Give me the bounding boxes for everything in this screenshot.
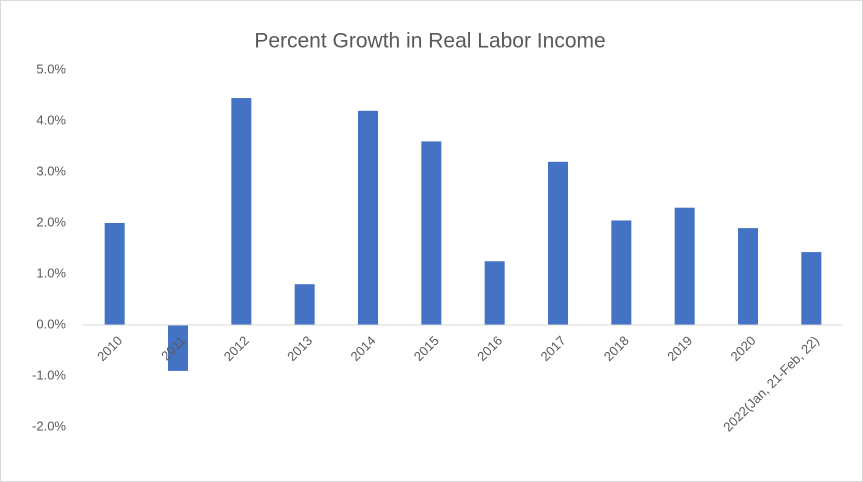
bar bbox=[421, 141, 442, 325]
y-tick-label: 2.0% bbox=[36, 214, 66, 229]
bar bbox=[548, 161, 568, 325]
y-tick-label: 0.0% bbox=[36, 316, 66, 331]
bar bbox=[611, 220, 632, 325]
bar bbox=[358, 110, 378, 325]
bar bbox=[738, 228, 758, 325]
y-tick-label: 5.0% bbox=[36, 61, 66, 76]
bar bbox=[674, 207, 695, 325]
bar bbox=[104, 223, 125, 325]
bar bbox=[801, 252, 822, 325]
bar bbox=[484, 261, 505, 325]
bar bbox=[168, 325, 188, 371]
bar bbox=[231, 98, 252, 325]
chart-title: Percent Growth in Real Labor Income bbox=[254, 30, 605, 53]
bar bbox=[294, 284, 315, 325]
y-tick-label: 1.0% bbox=[36, 265, 66, 280]
y-tick-label: 3.0% bbox=[36, 163, 66, 178]
y-tick-label: 4.0% bbox=[36, 112, 66, 127]
y-tick-label: -1.0% bbox=[32, 367, 66, 382]
y-tick-label: -2.0% bbox=[32, 418, 66, 433]
